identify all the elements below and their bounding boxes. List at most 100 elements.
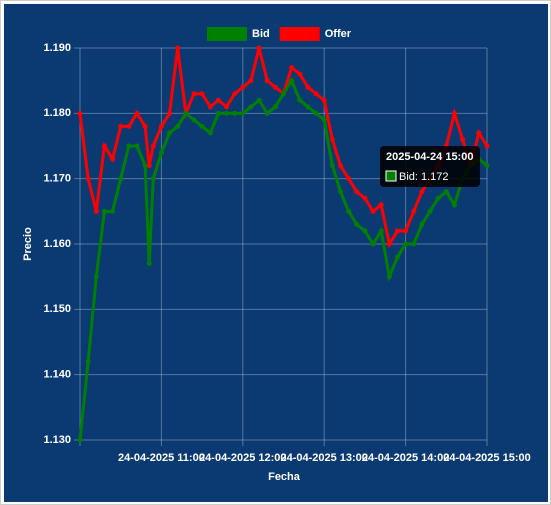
point [118,176,124,182]
point [451,110,457,116]
point [403,228,409,234]
point [386,241,392,247]
legend-swatch [279,27,320,41]
x-tick-label: 24-04-2025 13:00 [280,452,367,464]
point [167,110,173,116]
point [313,91,319,97]
point [370,241,376,247]
point [110,156,116,162]
point [158,123,164,129]
x-tick-label: 24-04-2025 14:00 [362,452,449,464]
legend-label: Bid [252,28,270,40]
series-line [78,47,489,248]
point [419,189,425,195]
series-line [78,77,488,441]
point [362,228,368,234]
point [329,136,335,142]
point [297,71,303,77]
point [101,208,107,214]
point [403,241,409,247]
tooltip-title: 2025-04-24 15:00 [386,151,473,163]
point [85,359,91,365]
point [118,123,124,129]
point [411,208,417,214]
point [191,91,197,97]
point [264,78,270,84]
point [435,195,441,201]
point [207,104,213,110]
point [362,195,368,201]
y-tick-label: 1.170 [43,173,71,185]
point [256,45,262,51]
tooltip-box [380,146,480,187]
point [256,97,262,103]
point [281,91,286,97]
point [240,110,246,116]
point [158,150,164,156]
point [305,84,311,90]
y-tick-label: 1.130 [43,434,71,446]
point [183,110,189,116]
point [240,84,246,90]
point [427,208,433,214]
point [354,189,360,195]
point [354,221,360,227]
point [378,202,384,208]
point [321,117,327,123]
chart-background [4,4,548,502]
y-tick-label: 1.180 [43,107,71,119]
point [142,123,148,129]
point [215,110,221,116]
x-tick-label: 24-04-2025 12:00 [199,452,286,464]
legend-label: Offer [325,28,352,40]
point [264,110,270,116]
point [289,78,295,84]
point [272,104,278,110]
point [394,228,400,234]
y-tick-label: 1.160 [43,238,71,250]
point [386,274,392,280]
x-tick-label: 24-04-2025 15:00 [443,452,530,464]
point [146,163,152,169]
point [199,91,205,97]
point [451,202,457,208]
point [150,143,156,149]
x-tick-label: 24-04-2025 11:00 [118,452,205,464]
point [443,189,449,195]
point [321,97,327,103]
point [77,437,83,443]
point [346,176,352,182]
y-tick-label: 1.190 [43,42,71,54]
point [85,176,91,182]
point [93,274,99,280]
point [224,110,230,116]
point [232,91,238,97]
point [175,123,181,129]
point [248,104,254,110]
point [329,163,335,169]
point [93,208,99,214]
legend-swatch [207,27,247,41]
point [297,97,303,103]
point [134,143,140,149]
y-axis-title: Precio [22,227,34,261]
point [476,130,482,136]
point [101,143,107,149]
point [272,84,278,90]
point [110,208,116,214]
point [411,241,417,247]
point [126,143,132,149]
point [460,136,466,142]
point [150,176,156,182]
point [175,45,181,51]
y-tick-label: 1.150 [43,303,71,315]
point [232,110,238,116]
point [484,143,490,149]
point [337,189,343,195]
y-tick-label: 1.140 [43,369,71,381]
point [419,221,425,227]
point [191,117,197,123]
point [77,110,83,116]
point [134,110,140,116]
